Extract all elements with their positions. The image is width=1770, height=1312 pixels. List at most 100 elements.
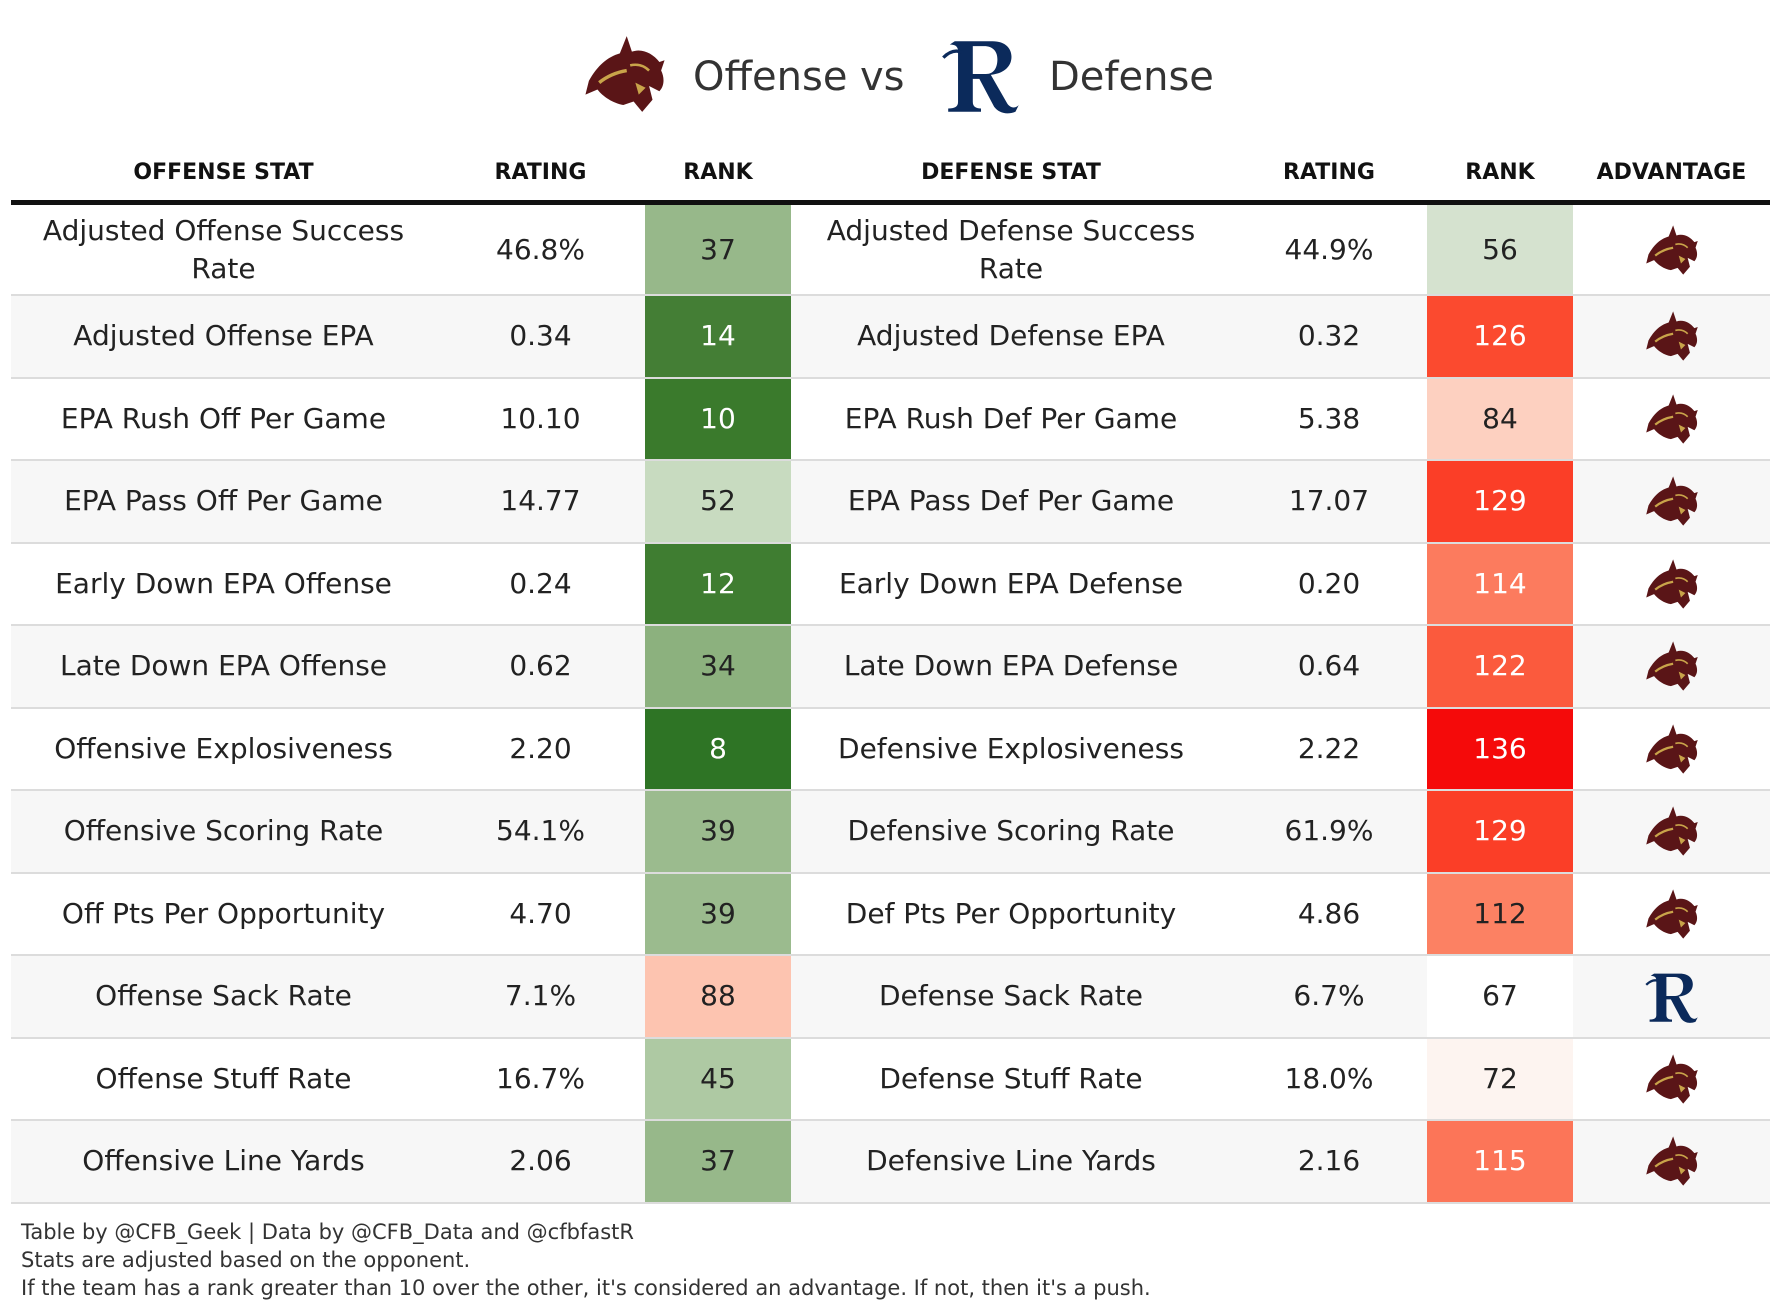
logo-shape [1646,1137,1698,1186]
defense-rating: 44.9% [1284,232,1374,266]
defense-rating: 2.22 [1297,731,1361,765]
logo-shape [1646,724,1698,773]
team-logo [1644,1130,1700,1192]
column-header: RATING [1283,160,1375,185]
advantage-logo [1573,1039,1770,1120]
table-row: Offensive Line Yards 2.06 37 Defensive Line… [11,1121,1770,1204]
offense-stat: EPA Pass Off Per Game [64,484,383,518]
team-logo [1644,800,1700,862]
offense-stat: Off Pts Per Opportunity [61,896,386,930]
column-header: DEFENSE STAT [921,160,1101,185]
logo-shape [1646,889,1698,938]
offense-rank: 10 [645,378,791,459]
offense-rank: 37 [645,205,791,294]
offense-rating: 0.34 [509,319,572,353]
logo-shape [1646,394,1698,443]
team-logo [1644,388,1700,450]
logo-shape [1646,1054,1698,1103]
team-logo [1644,1048,1700,1110]
defense-rating: 5.38 [1297,401,1361,435]
advantage-logo [1573,296,1770,377]
defense-rank: 129 [1427,791,1573,872]
offense-rank: 34 [645,626,791,707]
offense-rank: 12 [645,543,791,624]
offense-stat: Offensive Explosiveness [54,731,393,765]
defense-rank: 126 [1427,296,1573,377]
logo-shape [1646,642,1698,691]
offense-stat: Early Down EPA Offense [55,566,392,600]
defense-rating: 18.0% [1284,1061,1374,1095]
defense-logo [940,26,1022,122]
offense-rank: 39 [645,791,791,872]
advantage-logo [1573,874,1770,955]
offense-rating: 16.7% [496,1061,585,1095]
team-logo [1644,553,1700,615]
advantage-logo [1573,461,1770,542]
table-row: Offensive Scoring Rate 54.1% 39 Defensive S… [11,791,1770,874]
offense-rating: 4.70 [509,896,572,930]
advantage-logo [1573,791,1770,872]
defense-stat: EPA Pass Def Per Game [847,484,1175,518]
defense-stat: Def Pts Per Opportunity [845,896,1177,930]
offense-rank: 39 [645,873,791,954]
offense-stat: EPA Rush Off Per Game [60,401,387,435]
defense-rating: 17.07 [1288,484,1370,518]
offense-stat: Offensive Scoring Rate [63,814,384,848]
defense-rank: 122 [1427,626,1573,707]
defense-rank: 129 [1427,461,1573,542]
footer-note: Stats are adjusted based on the opponent… [21,1247,471,1272]
defense-rank: 67 [1427,956,1573,1037]
defense-rating: 0.20 [1297,566,1361,600]
header-rule [11,200,1770,205]
offense-rating: 7.1% [504,979,577,1013]
offense-rank: 45 [645,1038,791,1119]
advantage-logo [1573,544,1770,625]
defense-rank: 72 [1427,1038,1573,1119]
offense-rank: 14 [645,296,791,377]
table-row: Off Pts Per Opportunity 4.70 39 Def Pts Per… [11,873,1770,956]
offense-rank: 52 [645,461,791,542]
logo-shape [1646,807,1698,856]
defense-rank: 136 [1427,708,1573,789]
offense-rating: 14.77 [500,484,581,518]
advantage-logo [1573,956,1770,1037]
team-logo [1644,718,1700,780]
table-row: Early Down EPA Offense 0.24 12 Early Down E… [11,543,1770,626]
logo-shape [1646,559,1698,608]
advantage-logo [1573,1121,1770,1202]
column-header: OFFENSE STAT [133,160,314,185]
defense-rank: 112 [1427,873,1573,954]
logo-shape [1646,312,1698,361]
defense-rating: 6.7% [1293,979,1365,1013]
defense-rating: 61.9% [1284,814,1374,848]
offense-stat: Offensive Line Yards [82,1144,365,1178]
defense-rating: 0.32 [1297,319,1361,353]
offense-rating: 46.8% [496,232,585,266]
table-row: Adjusted Offense EPA 0.34 14 Adjusted Defen… [11,296,1770,379]
table-row: EPA Rush Off Per Game 10.10 10 EPA Rush Def… [11,378,1770,461]
footer-note: Table by @CFB_Geek | Data by @CFB_Data a… [21,1219,634,1244]
defense-rank: 56 [1427,205,1573,294]
defense-rank: 84 [1427,378,1573,459]
defense-stat: Defensive Explosiveness [838,731,1184,765]
column-header: ADVANTAGE [1596,160,1747,185]
logo-shape [1646,477,1698,526]
defense-title: Defense [1049,54,1214,100]
defense-stat: Defensive Scoring Rate [847,814,1175,848]
offense-rank: 8 [645,708,791,789]
offense-stat: Offense Sack Rate [95,979,352,1013]
offense-logo [582,24,668,124]
table-row: EPA Pass Off Per Game 14.77 52 EPA Pass Def… [11,461,1770,544]
defense-stat: Defense Sack Rate [879,979,1143,1013]
offense-rating: 2.20 [509,731,572,765]
defense-stat: Defense Stuff Rate [879,1061,1143,1095]
table-row: Offensive Explosiveness 2.20 8 Defensive Ex… [11,708,1770,791]
offense-rating: 10.10 [500,401,581,435]
advantage-logo [1573,379,1770,460]
offense-rating: 54.1% [496,814,585,848]
defense-rank: 114 [1427,543,1573,624]
offense-rating: 2.06 [509,1144,572,1178]
offense-stat: Adjusted Offense EPA [73,319,374,353]
